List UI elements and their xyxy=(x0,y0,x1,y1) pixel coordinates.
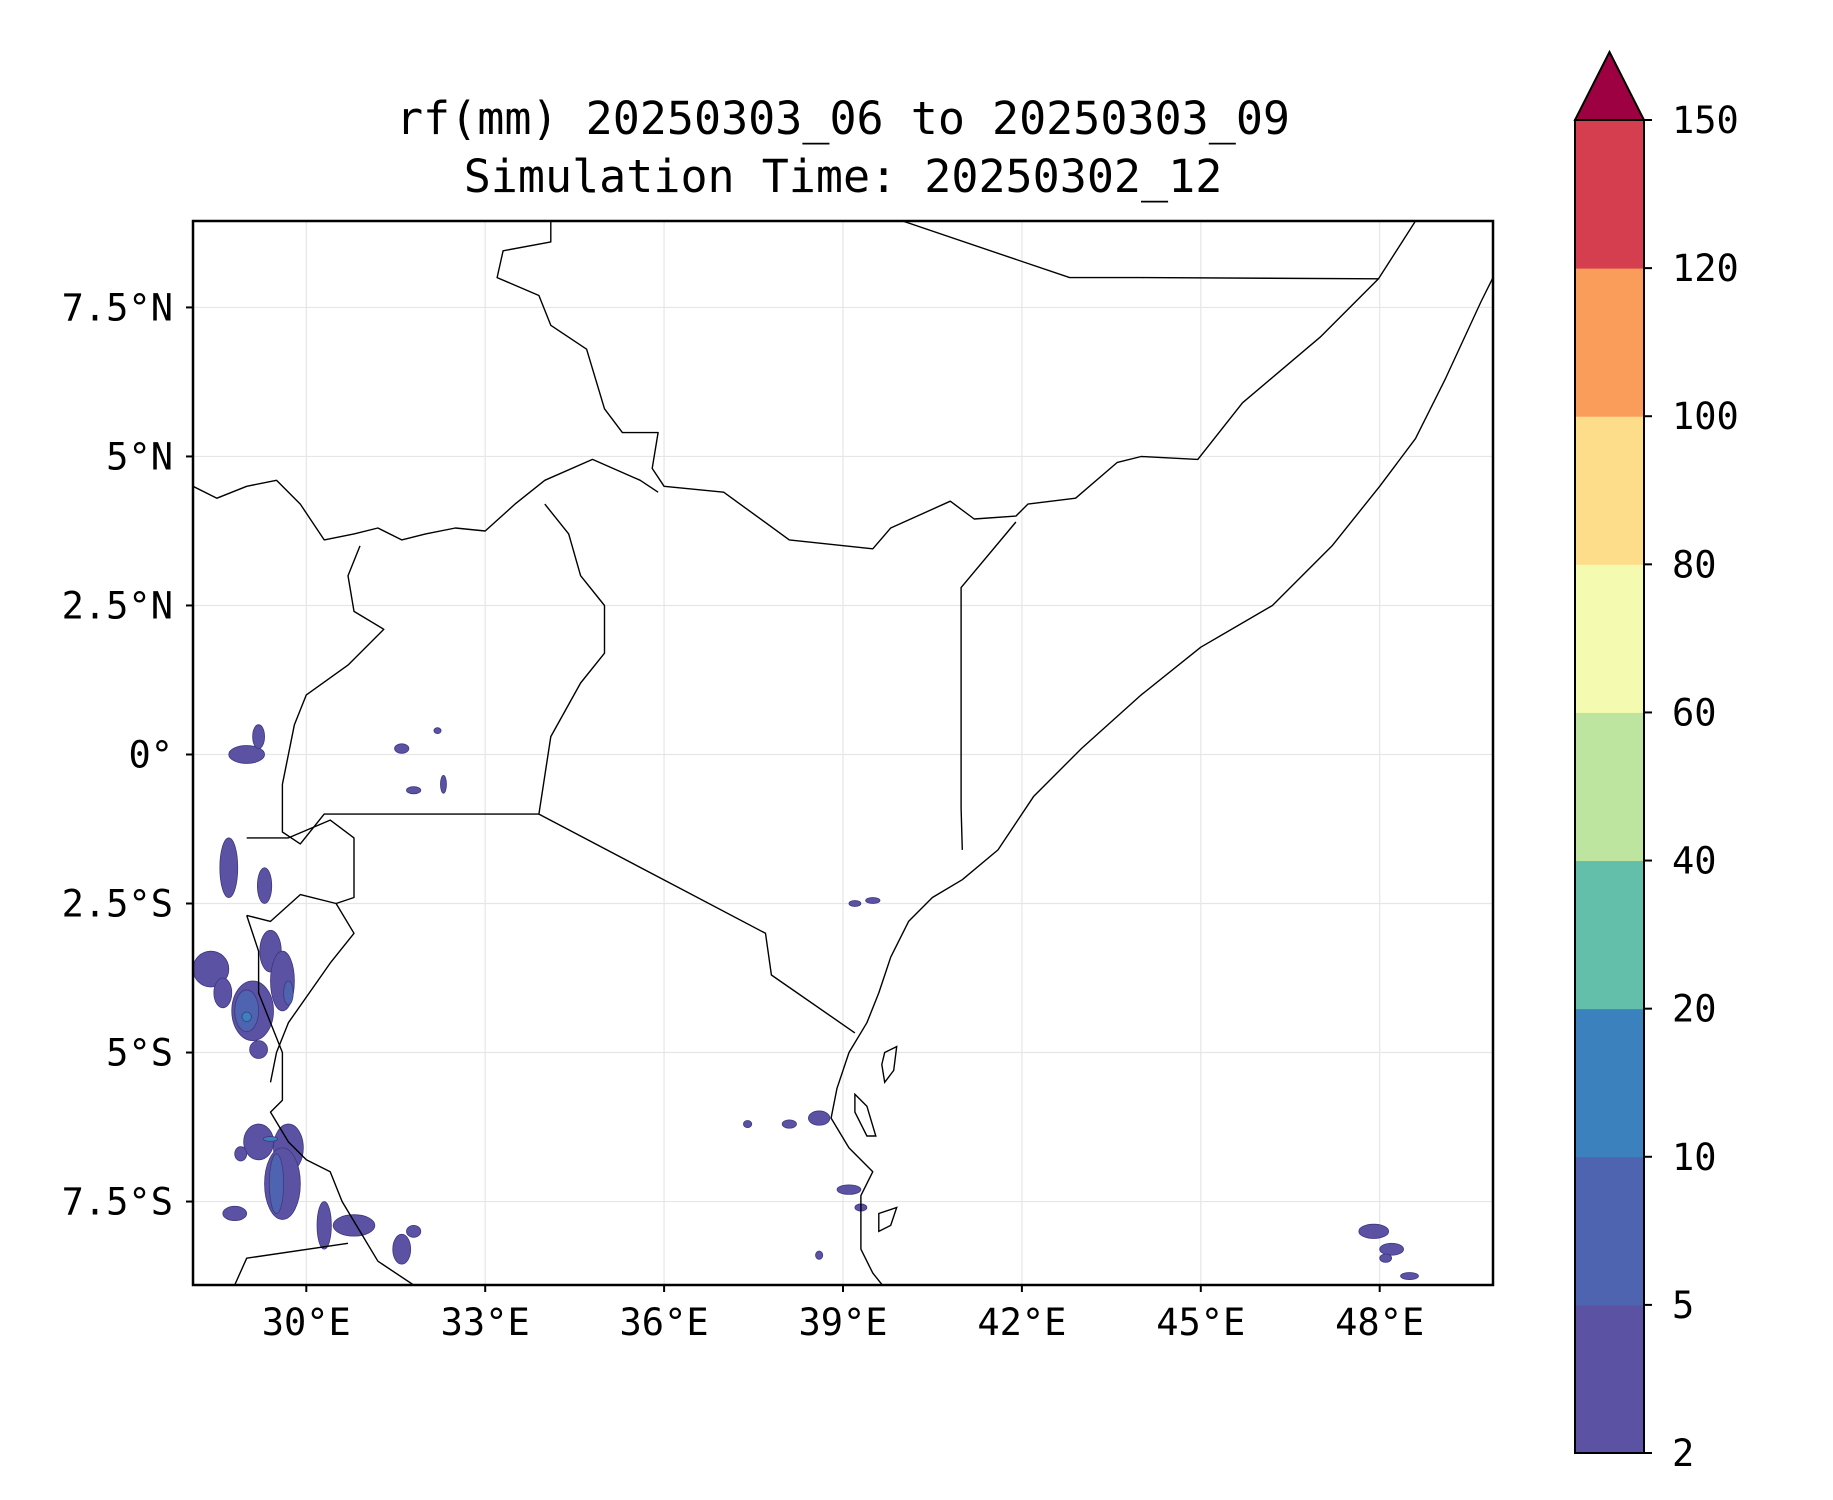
rain-patch xyxy=(1358,1223,1390,1239)
rain-patch xyxy=(1400,1272,1419,1281)
colorbar-segment xyxy=(1575,564,1644,713)
colorbar-label: 80 xyxy=(1672,543,1717,586)
x-tick-label: 33°E xyxy=(441,1301,530,1344)
rain-patch xyxy=(228,745,265,764)
colorbar-label: 5 xyxy=(1672,1284,1694,1327)
rain-patch xyxy=(433,727,442,735)
rain-patch xyxy=(406,786,422,795)
rain-patch xyxy=(193,950,230,988)
rain-patch xyxy=(392,1233,412,1265)
y-tick-label: 2.5°N xyxy=(62,584,173,627)
country-border xyxy=(234,1242,349,1285)
coastline xyxy=(830,277,1493,1285)
rain-patch xyxy=(394,743,410,754)
colorbar: 2 5 10 20 40 60 80 100 120 150 xyxy=(1573,49,1739,1475)
country-border xyxy=(496,221,1417,550)
rain-patch xyxy=(332,1214,376,1237)
rain-patch xyxy=(1379,1242,1404,1256)
colorbar-segment xyxy=(1575,1304,1644,1454)
boundary-layer xyxy=(193,221,1493,1285)
country-border xyxy=(281,545,539,845)
rain-patch xyxy=(836,1184,862,1195)
colorbar-segment xyxy=(1575,1156,1644,1306)
x-axis-ticks: 30°E 33°E 36°E 39°E 42°E 45°E 48°E xyxy=(262,1285,1424,1344)
rain-patch xyxy=(808,1110,831,1126)
colorbar-segment xyxy=(1575,416,1644,565)
colorbar-outline xyxy=(1574,119,1645,1454)
x-tick-label: 36°E xyxy=(620,1301,709,1344)
rain-patch xyxy=(848,900,862,907)
y-tick-label: 7.5°N xyxy=(62,286,173,329)
colorbar-segment xyxy=(1575,1008,1644,1158)
rain-patch xyxy=(815,1250,824,1260)
rainfall-layer xyxy=(193,724,1419,1281)
y-axis-ticks: 7.5°N 5°N 2.5°N 0° 2.5°S 5°S 7.5°S xyxy=(62,286,193,1224)
rain-patch xyxy=(234,1146,248,1162)
country-border xyxy=(193,458,659,541)
country-border xyxy=(960,521,1017,850)
island-outline xyxy=(878,1206,898,1233)
rain-patch xyxy=(213,977,233,1009)
rain-patch xyxy=(252,724,265,749)
colorbar-segment xyxy=(1575,120,1644,269)
country-border xyxy=(246,819,355,923)
colorbar-label: 120 xyxy=(1672,247,1739,290)
rain-patch xyxy=(440,774,447,794)
rain-patch xyxy=(283,980,294,1006)
x-tick-label: 30°E xyxy=(262,1301,351,1344)
x-tick-label: 39°E xyxy=(798,1301,887,1344)
rain-patch xyxy=(234,989,259,1033)
rain-patch xyxy=(865,897,881,904)
rain-patch xyxy=(241,1011,252,1022)
colorbar-segment xyxy=(1575,860,1644,1010)
rain-patch xyxy=(743,1120,753,1129)
x-tick-label: 45°E xyxy=(1156,1301,1245,1344)
rain-patch xyxy=(316,1201,332,1250)
rain-patch xyxy=(219,837,239,898)
country-border xyxy=(902,221,1379,280)
x-tick-label: 42°E xyxy=(977,1301,1066,1344)
rain-patch xyxy=(243,1123,274,1161)
y-tick-label: 5°N xyxy=(106,435,173,478)
rain-patch xyxy=(257,867,273,904)
colorbar-label: 150 xyxy=(1672,99,1739,142)
colorbar-segment xyxy=(1575,712,1644,862)
gridlines xyxy=(193,221,1493,1285)
y-tick-label: 7.5°S xyxy=(62,1181,173,1224)
y-tick-label: 5°S xyxy=(106,1032,173,1075)
rain-patch xyxy=(406,1224,422,1238)
colorbar-label: 10 xyxy=(1672,1136,1717,1179)
island-outline xyxy=(854,1092,877,1137)
rain-patch xyxy=(249,1040,268,1059)
country-border xyxy=(538,503,856,1034)
country-border xyxy=(269,903,355,1083)
rain-patch xyxy=(222,1205,248,1222)
colorbar-segment xyxy=(1575,268,1644,417)
colorbar-label: 20 xyxy=(1672,988,1717,1031)
rain-patch xyxy=(268,1153,285,1214)
rain-patch xyxy=(1379,1253,1393,1263)
map-subtitle: Simulation Time: 20250302_12 xyxy=(463,150,1223,203)
country-border xyxy=(246,915,414,1285)
rain-patch xyxy=(781,1119,797,1129)
colorbar-label: 2 xyxy=(1672,1432,1694,1475)
colorbar-label: 100 xyxy=(1672,395,1739,438)
island-outline xyxy=(881,1045,898,1085)
colorbar-label: 60 xyxy=(1672,691,1717,734)
map-title: rf(mm) 20250303_06 to 20250303_09 xyxy=(395,92,1291,145)
y-tick-label: 2.5°S xyxy=(62,883,173,926)
colorbar-extend-arrow xyxy=(1573,49,1646,121)
rain-patch xyxy=(262,1136,279,1142)
y-tick-label: 0° xyxy=(128,733,173,776)
colorbar-label: 40 xyxy=(1672,840,1717,883)
x-tick-label: 48°E xyxy=(1335,1301,1424,1344)
